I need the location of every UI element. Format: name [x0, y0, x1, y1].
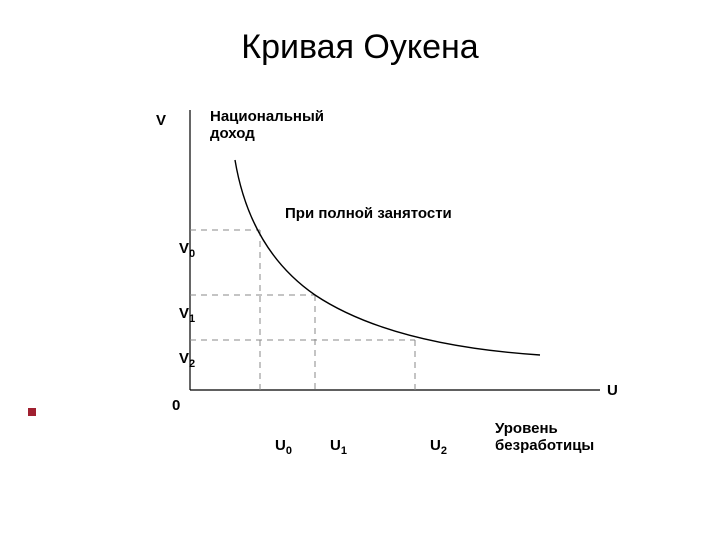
tick-u1-sub: 1 — [341, 445, 347, 457]
tick-u2-main: U — [430, 437, 441, 454]
page: Кривая Оукена V Национальный доход При п… — [0, 0, 720, 540]
y-axis-title: Национальный доход — [210, 108, 324, 142]
tick-u0-sub: 0 — [286, 445, 292, 457]
okun-chart: V Национальный доход При полной занятост… — [60, 100, 660, 480]
tick-v0-sub: 0 — [189, 248, 195, 260]
tick-v0-main: V — [179, 240, 189, 257]
tick-v1-sub: 1 — [189, 313, 195, 325]
curve-label: При полной занятости — [285, 205, 452, 222]
bullet-icon — [28, 408, 36, 416]
tick-u2: U2 — [405, 420, 447, 474]
tick-v2: V2 — [154, 333, 195, 387]
tick-v2-sub: 2 — [189, 358, 195, 370]
tick-u1: U1 — [305, 420, 347, 474]
axis-label-v: V — [156, 112, 166, 129]
tick-v1-main: V — [179, 305, 189, 322]
tick-u1-main: U — [330, 437, 341, 454]
axis-label-u: U — [607, 382, 618, 399]
origin-label: 0 — [172, 397, 180, 414]
tick-v2-main: V — [179, 350, 189, 367]
page-title: Кривая Оукена — [0, 28, 720, 67]
tick-u2-sub: 2 — [441, 445, 447, 457]
tick-u0: U0 — [250, 420, 292, 474]
x-axis-title: Уровень безработицы — [495, 420, 594, 454]
tick-u0-main: U — [275, 437, 286, 454]
tick-v0: V0 — [154, 223, 195, 277]
